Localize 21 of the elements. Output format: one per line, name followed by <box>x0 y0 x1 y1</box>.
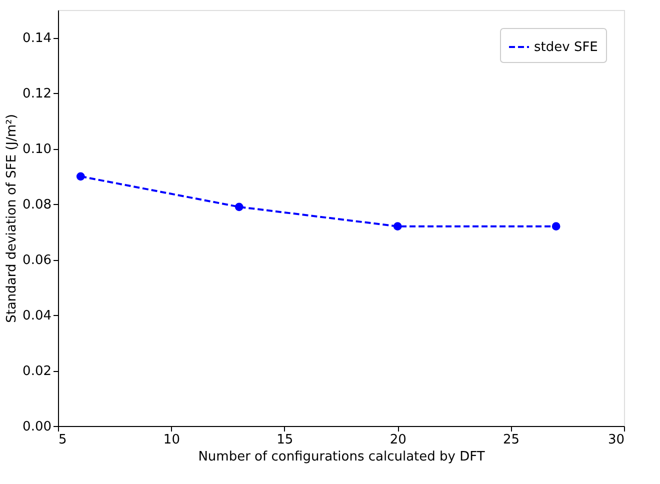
x-tick-label: 15 <box>276 432 294 448</box>
point <box>234 202 244 212</box>
point <box>76 172 85 181</box>
y-tick-label: 0.04 <box>22 308 52 324</box>
x-tick-label: 20 <box>390 432 406 448</box>
point <box>552 222 560 230</box>
y-tick-label: 0.14 <box>22 31 52 46</box>
x-tick-label: 25 <box>503 432 520 448</box>
point <box>393 222 402 230</box>
legend-label: stdev SFE <box>534 40 598 55</box>
y-axis-title: Standard deviation of SFE (J/m²) <box>4 114 20 323</box>
y-tick-label: 0.08 <box>22 198 52 213</box>
x-axis-title: Number of configurations calculated by DFT <box>198 450 485 464</box>
y-tick-label: 0.06 <box>22 253 52 268</box>
x-tick-label: 10 <box>163 432 180 448</box>
x-tick-label: 5 <box>58 432 67 448</box>
y-tick-label: 0.02 <box>22 364 52 380</box>
y-tick-label: 0.10 <box>22 142 52 158</box>
y-tick-label: 0.12 <box>22 86 52 102</box>
y-tick-label: 0.00 <box>22 420 52 434</box>
x-tick-label: 30 <box>608 432 624 448</box>
